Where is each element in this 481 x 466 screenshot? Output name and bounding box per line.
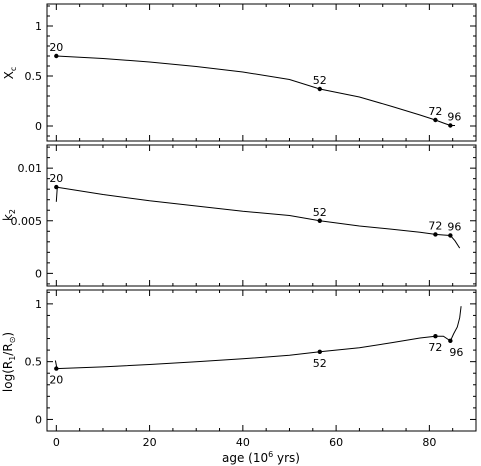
series-line (55, 187, 58, 202)
y-tick-label: 0.01 (18, 162, 43, 175)
series-line (56, 306, 462, 370)
x-axis-label-sup: 6 (268, 450, 273, 459)
y-tick-labels: 0 0.005 0.01 (11, 162, 43, 280)
curves (56, 55, 455, 126)
model-point (317, 349, 322, 355)
model-label: 52 (313, 206, 327, 219)
model-markers: 20 52 72 96 (49, 41, 461, 128)
model-label: 20 (49, 172, 63, 185)
y-tick-labels: 00.51 (25, 298, 43, 427)
axis-ticks (47, 145, 477, 286)
model-point (448, 123, 453, 128)
model-label: 72 (428, 341, 442, 354)
model-point (54, 53, 59, 59)
y-axis-label-main: X (2, 71, 16, 79)
x-axis-label-main: age (10 (222, 451, 268, 465)
series-line (56, 55, 455, 126)
x-tick-label: 0 (53, 436, 60, 449)
y-tick-label: 1 (35, 298, 42, 311)
series-line (56, 186, 461, 249)
y-axis-label: Xc (2, 67, 18, 80)
y-axis-label: log(R1/R⊙) (1, 332, 17, 392)
model-label: 96 (447, 111, 461, 124)
model-label: 72 (428, 105, 442, 118)
y-axis-label-end: ) (1, 332, 15, 337)
model-point (433, 117, 438, 123)
y-axis-label-sub: c (9, 67, 18, 71)
model-point (54, 184, 59, 190)
axis-ticks (47, 290, 477, 432)
panel-frame (46, 289, 477, 432)
model-point (433, 232, 438, 237)
panel-frame (46, 3, 477, 142)
x-axis-label: age (106 yrs) (222, 450, 300, 465)
model-point (433, 334, 438, 339)
y-axis-label-sub: 1 (8, 356, 17, 361)
y-axis-label-tail: /R (1, 343, 15, 355)
model-point (448, 233, 453, 238)
y-axis-label-sub2: ⊙ (8, 337, 17, 344)
x-tick-label: 60 (329, 436, 343, 449)
model-point (317, 218, 322, 223)
y-tick-labels: 00.51 (25, 20, 43, 133)
y-axis-label-sub: 2 (8, 209, 17, 214)
curves (55, 186, 461, 249)
y-tick-label: 0 (35, 120, 42, 133)
x-tick-labels: 0 20 40 60 80 (53, 436, 437, 449)
model-markers: 20 52 72 96 (49, 172, 461, 238)
y-tick-label: 0.5 (25, 70, 43, 83)
y-tick-label: 1 (35, 20, 42, 33)
model-point (54, 366, 59, 371)
y-axis-label-main: k (1, 214, 15, 221)
model-label: 52 (313, 74, 327, 87)
y-tick-label: 0 (35, 413, 42, 426)
model-label: 72 (428, 219, 442, 232)
y-axis-label: k2 (1, 209, 17, 221)
model-point (317, 86, 322, 92)
x-axis-label-tail: yrs) (273, 451, 300, 465)
axis-ticks (47, 4, 477, 141)
model-label: 52 (313, 357, 327, 370)
panel-frame (46, 144, 477, 287)
panel-apsidal-constant: 0 0.005 0.01 20 52 72 96 k2 (1, 144, 477, 287)
x-tick-label: 40 (236, 436, 250, 449)
x-tick-label: 80 (422, 436, 436, 449)
model-markers: 20 52 72 96 (49, 334, 463, 387)
y-axis-label-main: log(R (1, 361, 15, 392)
model-point (448, 338, 453, 344)
model-label: 96 (447, 220, 461, 233)
y-tick-label: 0.5 (25, 356, 43, 369)
y-tick-label: 0 (35, 267, 42, 280)
x-tick-label: 20 (143, 436, 157, 449)
curves (54, 306, 462, 370)
model-label: 20 (49, 374, 63, 387)
model-label: 20 (49, 41, 63, 54)
y-tick-label: 0.005 (11, 215, 43, 228)
model-label: 96 (449, 346, 463, 359)
